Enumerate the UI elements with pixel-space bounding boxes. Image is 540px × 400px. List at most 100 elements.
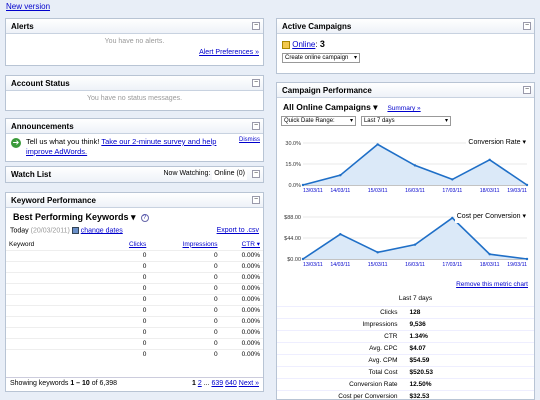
pagination: 1 2 ... 639 640 Next » [192,380,259,387]
create-campaign-select[interactable]: Create online campaign ▾ [282,53,360,63]
impressions-column-header[interactable]: Impressions [149,239,220,250]
date-range-select[interactable]: Last 7 days ▾ [360,116,451,126]
data-point[interactable] [413,164,417,167]
data-point[interactable] [451,216,454,220]
keyword-report-dropdown[interactable]: Best Performing Keywords ▾ [13,212,136,222]
today-label: Today [10,227,29,235]
table-row: 0 0 0.00% [6,282,263,294]
announcement-text: Tell us what you think! [26,137,100,146]
stats-row: Clicks 128 [277,306,534,319]
table-row: 0 0 0.00% [6,293,263,305]
survey-link[interactable]: Take our 2-minute survey and help improv… [26,137,217,156]
watch-list-select[interactable]: Online (0) [212,170,247,180]
stats-row: Conversion Rate 12.50% [277,378,534,391]
data-point[interactable] [525,257,529,261]
ctr-column-header[interactable]: CTR ▾ [221,239,263,250]
keyword-cell [6,348,109,360]
x-tick-label: 13/03/11 [303,262,323,268]
showing-range: 1 – 10 [70,380,90,387]
page-1: 1 [191,380,196,387]
y-tick-label: $44.00 [284,236,301,242]
showing-prefix: Showing keywords [10,380,71,387]
data-point[interactable] [376,143,379,146]
stat-label: Avg. CPC [277,342,406,355]
collapse-icon[interactable]: − [252,79,260,87]
account-status-title: Account Status [11,79,70,88]
campaign-dropdown[interactable]: All Online Campaigns ▾ [283,102,378,112]
metric1-select[interactable]: Conversion Rate ▾ [466,139,528,149]
stats-row: Total Cost $520.53 [277,366,534,379]
impressions-sort-link[interactable]: Impressions [182,240,218,248]
stats-header: Last 7 days [398,295,433,302]
y-tick-label: $88.00 [284,215,301,221]
stat-value: 1.34% [405,330,534,343]
conversion-rate-area [303,144,527,185]
alerts-panel: Alerts − You have no alerts. Alert Prefe… [5,18,264,66]
next-page-link[interactable]: Next » [238,380,259,387]
clicks-column-header[interactable]: Clicks [109,239,150,250]
ctr-sort-link[interactable]: CTR ▾ [241,241,260,249]
table-row: 0 0 0.00% [6,315,263,327]
stat-value: 12.50% [405,378,534,391]
clicks-cell: 0 [108,304,150,316]
online-campaign-count: 3 [319,39,325,49]
page-640-link[interactable]: 640 [225,380,237,387]
keyword-cell [6,304,109,316]
ctr-cell: 0.00% [220,337,263,349]
page-2-link[interactable]: 2 [197,380,202,387]
online-campaigns-link[interactable]: Online [292,40,316,49]
collapse-icon[interactable]: − [252,196,260,204]
top-bar: New version [6,2,50,11]
stat-value: $54.59 [405,354,534,367]
stats-row: Avg. CPC $4.07 [277,342,534,355]
page-639-link[interactable]: 639 [211,380,224,387]
keyword-performance-panel: Keyword Performance − Best Performing Ke… [5,192,264,392]
collapse-icon[interactable]: − [523,22,531,30]
data-point[interactable] [301,183,305,187]
impressions-cell: 0 [149,249,221,261]
x-tick-label: 19/03/11 [507,262,527,268]
dismiss-link[interactable]: Dismiss [239,137,260,143]
metric2-select[interactable]: Cost per Conversion ▾ [454,213,528,223]
remove-metric-chart-link[interactable]: Remove this metric chart [456,281,528,288]
quick-date-range-select[interactable]: Quick Date Range: ▾ [281,116,356,126]
keyword-performance-header: Keyword Performance − [6,193,263,208]
arrow-right-icon: ➔ [11,138,21,148]
y-tick-label: 15.0% [285,162,301,168]
clicks-sort-link[interactable]: Clicks [128,240,147,248]
active-campaigns-header: Active Campaigns − [277,19,534,34]
data-point[interactable] [488,158,491,161]
summary-link[interactable]: Summary » [387,105,421,112]
data-point[interactable] [525,183,529,187]
data-point[interactable] [301,257,305,261]
table-row: 0 0 0.00% [6,304,263,316]
data-point[interactable] [339,174,342,177]
impressions-cell: 0 [149,326,221,338]
collapse-icon[interactable]: − [523,86,531,94]
data-point[interactable] [413,243,417,246]
data-point[interactable] [376,251,379,254]
new-version-link[interactable]: New version [6,2,51,11]
calendar-icon[interactable] [71,227,79,234]
collapse-icon[interactable]: − [252,170,260,178]
x-tick-label: 14/03/11 [330,262,350,268]
data-point[interactable] [488,253,491,256]
alerts-title: Alerts [11,22,34,31]
keyword-table-footer: Showing keywords 1 – 10 of 6,398 1 2 ...… [6,377,263,389]
y-tick-label: 0.0% [288,183,301,189]
help-icon[interactable]: ? [140,214,149,223]
keyword-cell [6,326,109,338]
clicks-cell: 0 [108,326,150,338]
change-dates-link[interactable]: change dates [80,227,123,235]
collapse-icon[interactable]: − [252,122,260,130]
export-csv-link[interactable]: Export to .csv [216,227,259,234]
clicks-cell: 0 [108,271,150,283]
stats-row: Cost per Conversion $32.53 [277,390,534,400]
collapse-icon[interactable]: − [252,22,260,30]
data-point[interactable] [339,232,342,236]
x-tick-label: 15/03/11 [368,262,388,268]
clicks-cell: 0 [108,249,150,261]
data-point[interactable] [451,178,454,181]
alert-preferences-link[interactable]: Alert Preferences » [199,49,259,56]
cost-per-conversion-chart: $0.00 $44.00 $88.00 13/03/11 14/03/11 15/03/1… [284,215,529,268]
